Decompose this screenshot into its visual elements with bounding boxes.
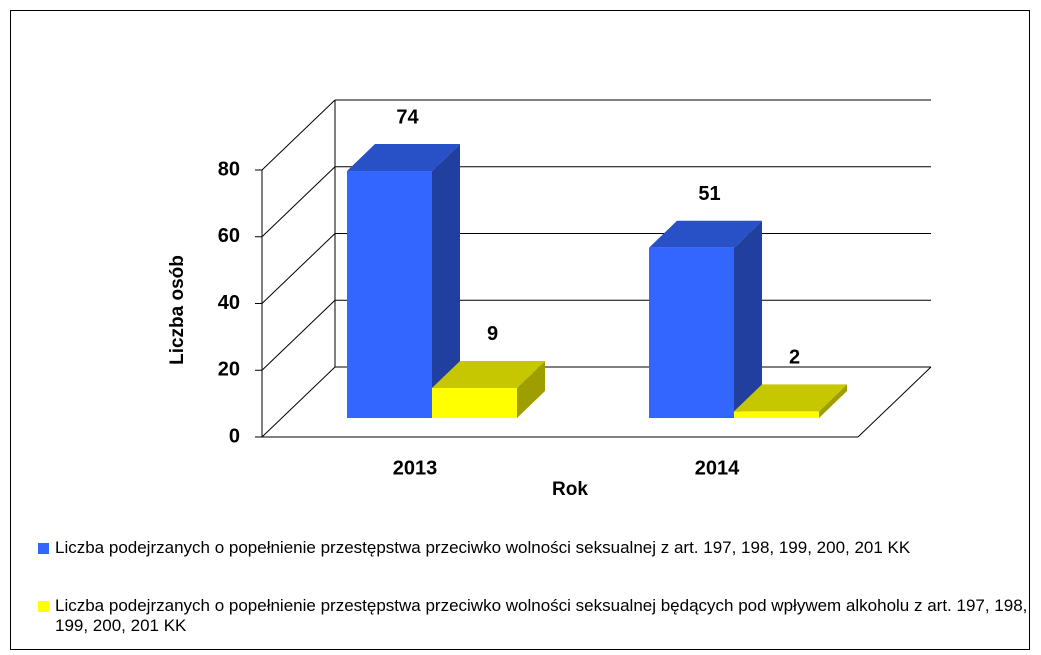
data-label: 2 (789, 347, 800, 369)
x-axis-title: Rok (552, 479, 588, 500)
data-label: 51 (698, 183, 720, 205)
grid-diagonal (261, 233, 336, 304)
legend-swatch (38, 601, 49, 612)
legend-label: Liczba podejrzanych o popełnienie przest… (55, 538, 911, 557)
bar-top (432, 360, 545, 388)
grid-diagonal (261, 166, 336, 238)
y-tick-label: 0 (229, 425, 240, 447)
bar-side (819, 384, 847, 418)
legend-item: Liczba podejrzanych o popełnienie przest… (38, 538, 1038, 558)
bar-side (517, 360, 545, 418)
legend-item: Liczba podejrzanych o popełnienie przest… (38, 596, 1038, 636)
legend-label: Liczba podejrzanych o popełnienie przest… (55, 596, 1028, 635)
grid-diagonal (261, 366, 336, 438)
x-tick-label: 2013 (393, 457, 438, 479)
bar-top (347, 144, 460, 172)
bar (734, 411, 819, 418)
x-tick-label: 2014 (695, 457, 740, 479)
y-tick-label: 40 (218, 292, 240, 314)
data-label: 74 (396, 106, 419, 128)
bar-side (432, 144, 460, 418)
bar-top (734, 384, 847, 412)
bar (432, 387, 517, 418)
grid-diagonal (261, 99, 336, 171)
data-label: 9 (487, 323, 498, 345)
chart-border (10, 10, 1030, 650)
bar (649, 247, 734, 418)
y-tick-label: 20 (218, 359, 240, 381)
bar-side (734, 220, 762, 418)
grid-diagonal (261, 299, 336, 371)
bar-top (649, 220, 762, 248)
y-tick-label: 60 (218, 225, 240, 247)
bar (347, 171, 432, 418)
y-tick-label: 80 (218, 158, 240, 180)
y-axis-title: Liczba osób (167, 255, 188, 365)
floor-right (857, 366, 932, 438)
legend-swatch (38, 543, 49, 554)
